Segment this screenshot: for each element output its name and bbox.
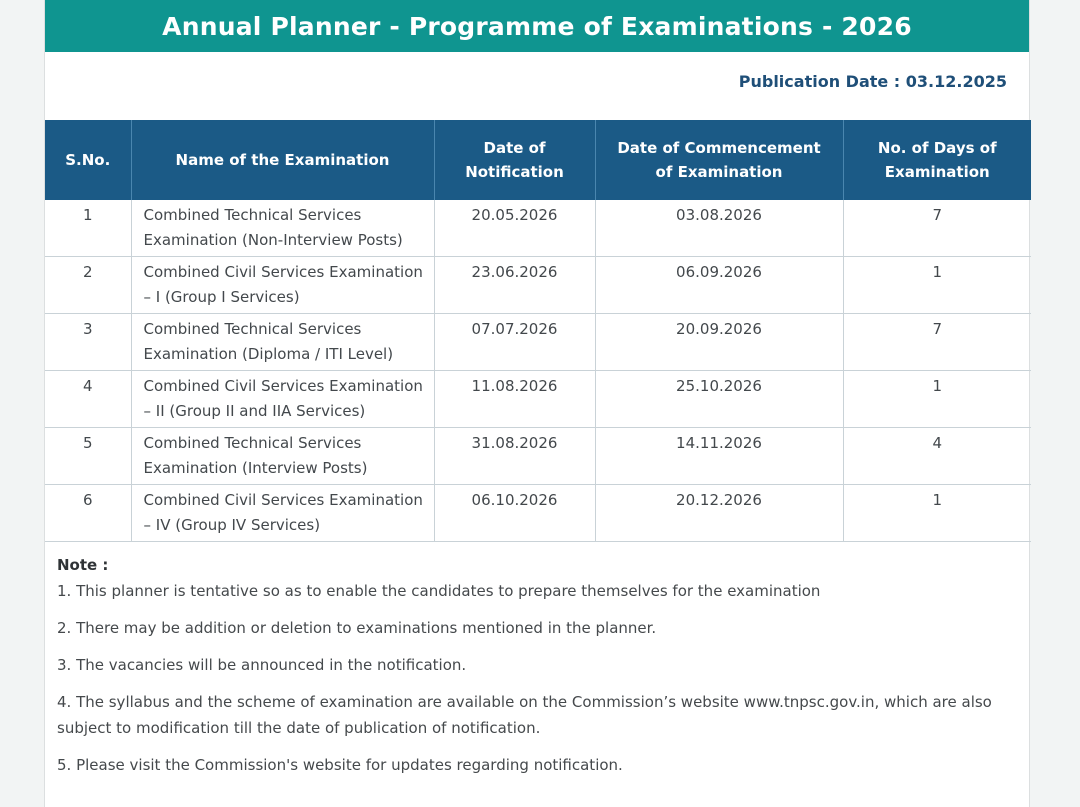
notes-label: Note : bbox=[57, 556, 109, 574]
cell-days: 1 bbox=[843, 370, 1031, 428]
cell-commencement-date: 06.09.2026 bbox=[595, 256, 844, 314]
cell-days: 7 bbox=[843, 313, 1031, 371]
table-row: 6 Combined Civil Services Examination – … bbox=[45, 484, 1031, 542]
note-item: 5. Please visit the Commission's website… bbox=[57, 756, 623, 774]
cell-commencement-date: 25.10.2026 bbox=[595, 370, 844, 428]
cell-notification-date: 11.08.2026 bbox=[434, 370, 596, 428]
header-notification-line1: Date of bbox=[483, 139, 546, 157]
cell-days: 1 bbox=[843, 256, 1031, 314]
cell-commencement-date: 14.11.2026 bbox=[595, 427, 844, 485]
notes-section: Note : 1. This planner is tentative so a… bbox=[57, 556, 997, 789]
cell-sno: 5 bbox=[45, 427, 132, 485]
title-bar: Annual Planner - Programme of Examinatio… bbox=[45, 0, 1029, 52]
page-title: Annual Planner - Programme of Examinatio… bbox=[162, 11, 912, 41]
cell-sno: 4 bbox=[45, 370, 132, 428]
table-row: 5 Combined Technical Services Examinatio… bbox=[45, 427, 1031, 485]
header-notification-line2: Notification bbox=[465, 163, 564, 181]
note-item: 3. The vacancies will be announced in th… bbox=[57, 656, 467, 674]
header-commencement-line2: of Examination bbox=[655, 163, 783, 181]
cell-sno: 1 bbox=[45, 200, 132, 257]
header-days-line1: No. of Days of bbox=[877, 139, 997, 157]
header-notification-date: Date of Notification bbox=[434, 120, 596, 200]
cell-sno: 3 bbox=[45, 313, 132, 371]
cell-exam-name: Combined Civil Services Examination – II… bbox=[131, 370, 435, 428]
cell-exam-name: Combined Civil Services Examination – IV… bbox=[131, 484, 435, 542]
cell-notification-date: 23.06.2026 bbox=[434, 256, 596, 314]
header-days: No. of Days of Examination bbox=[843, 120, 1031, 200]
cell-days: 7 bbox=[843, 200, 1031, 257]
header-sno: S.No. bbox=[45, 120, 132, 200]
cell-exam-name: Combined Civil Services Examination – I … bbox=[131, 256, 435, 314]
cell-days: 4 bbox=[843, 427, 1031, 485]
cell-notification-date: 07.07.2026 bbox=[434, 313, 596, 371]
examination-table: S.No. Name of the Examination Date of No… bbox=[45, 120, 1031, 542]
header-commencement-line1: Date of Commencement bbox=[617, 139, 821, 157]
planner-document: Annual Planner - Programme of Examinatio… bbox=[44, 0, 1031, 807]
table-row: 4 Combined Civil Services Examination – … bbox=[45, 370, 1031, 428]
cell-days: 1 bbox=[843, 484, 1031, 542]
cell-sno: 6 bbox=[45, 484, 132, 542]
table-row: 2 Combined Civil Services Examination – … bbox=[45, 256, 1031, 314]
header-exam-name: Name of the Examination bbox=[131, 120, 435, 200]
cell-exam-name: Combined Technical Services Examination … bbox=[131, 427, 435, 485]
cell-notification-date: 20.05.2026 bbox=[434, 200, 596, 257]
note-item: 2. There may be addition or deletion to … bbox=[57, 619, 657, 637]
publication-date: Publication Date : 03.12.2025 bbox=[738, 72, 1007, 91]
note-item: 4. The syllabus and the scheme of examin… bbox=[57, 693, 992, 737]
cell-notification-date: 06.10.2026 bbox=[434, 484, 596, 542]
table-row: 1 Combined Technical Services Examinatio… bbox=[45, 200, 1031, 257]
cell-commencement-date: 03.08.2026 bbox=[595, 200, 844, 257]
header-days-line2: Examination bbox=[884, 163, 990, 181]
note-item: 1. This planner is tentative so as to en… bbox=[57, 582, 821, 600]
table-row: 3 Combined Technical Services Examinatio… bbox=[45, 313, 1031, 371]
cell-sno: 2 bbox=[45, 256, 132, 314]
cell-commencement-date: 20.09.2026 bbox=[595, 313, 844, 371]
cell-commencement-date: 20.12.2026 bbox=[595, 484, 844, 542]
cell-notification-date: 31.08.2026 bbox=[434, 427, 596, 485]
cell-exam-name: Combined Technical Services Examination … bbox=[131, 200, 435, 257]
cell-exam-name: Combined Technical Services Examination … bbox=[131, 313, 435, 371]
header-commencement-date: Date of Commencement of Examination bbox=[595, 120, 844, 200]
table-header-row: S.No. Name of the Examination Date of No… bbox=[45, 120, 1031, 200]
